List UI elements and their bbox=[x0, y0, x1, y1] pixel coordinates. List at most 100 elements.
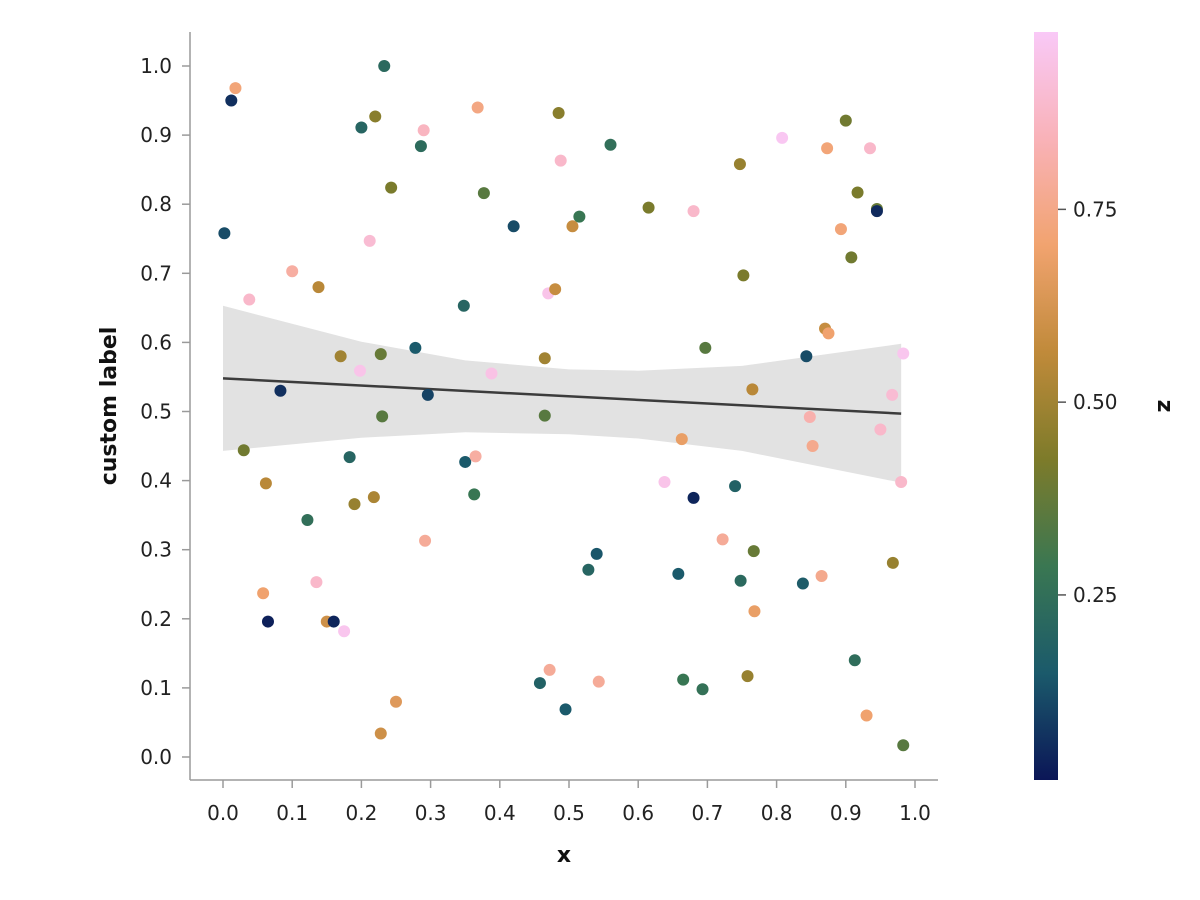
scatter-point bbox=[592, 675, 605, 688]
colorbar: 0.25 0.50 0.75 bbox=[1034, 32, 1118, 780]
y-tick-label: 0.4 bbox=[140, 469, 172, 493]
scatter-point bbox=[748, 605, 761, 618]
scatter-point bbox=[822, 327, 835, 340]
scatter-point bbox=[776, 131, 789, 144]
scatter-point bbox=[800, 350, 813, 363]
colorbar-bar bbox=[1034, 32, 1058, 780]
scatter-point bbox=[390, 695, 402, 708]
scatter-point bbox=[334, 350, 347, 363]
scatter-point bbox=[672, 567, 685, 580]
colorbar-title: z bbox=[1152, 400, 1177, 413]
y-tick-label: 0.2 bbox=[140, 607, 172, 631]
scatter-point bbox=[468, 488, 481, 501]
scatter-point bbox=[734, 574, 747, 587]
scatter-point bbox=[229, 82, 242, 95]
scatter-point bbox=[257, 587, 270, 600]
scatter-point bbox=[796, 577, 809, 590]
scatter-point bbox=[803, 411, 816, 424]
scatter-point bbox=[385, 181, 398, 194]
scatter-point bbox=[590, 547, 603, 560]
scatter-point bbox=[687, 491, 700, 504]
x-tick-label: 0.5 bbox=[553, 801, 585, 825]
scatter-point bbox=[897, 739, 910, 752]
scatter-point bbox=[677, 673, 690, 686]
scatter-point bbox=[687, 205, 700, 218]
y-tick-label: 0.8 bbox=[140, 192, 172, 216]
scatter-point bbox=[374, 348, 387, 361]
scatter-point bbox=[477, 187, 490, 200]
scatter-point bbox=[566, 220, 579, 233]
scatter-point bbox=[848, 654, 861, 667]
scatter-point bbox=[414, 140, 427, 153]
scatter-point bbox=[870, 205, 883, 218]
colorbar-tick-label: 0.50 bbox=[1073, 390, 1118, 414]
x-tick-label: 0.9 bbox=[830, 801, 862, 825]
x-tick-label: 0.4 bbox=[484, 801, 516, 825]
scatter-point bbox=[338, 625, 351, 638]
scatter-point bbox=[806, 440, 819, 453]
scatter-point bbox=[741, 670, 754, 683]
scatter-points-layer bbox=[218, 60, 910, 752]
scatter-point bbox=[310, 576, 323, 589]
scatter-point bbox=[237, 444, 250, 457]
scatter-point bbox=[301, 513, 314, 526]
y-tick-label: 0.6 bbox=[140, 330, 172, 354]
scatter-point bbox=[367, 491, 380, 504]
scatter-point bbox=[839, 114, 852, 127]
scatter-point bbox=[897, 347, 910, 360]
scatter-point bbox=[729, 480, 742, 493]
scatter-point bbox=[419, 534, 432, 547]
scatter-point bbox=[376, 410, 389, 423]
scatter-point bbox=[355, 121, 368, 134]
scatter-point bbox=[886, 556, 899, 569]
confidence-band bbox=[223, 305, 902, 483]
scatter-point bbox=[543, 663, 556, 676]
scatter-point bbox=[733, 158, 746, 171]
scatter-point bbox=[457, 299, 470, 312]
scatter-point bbox=[737, 269, 750, 282]
y-tick-label: 0.3 bbox=[140, 538, 172, 562]
y-tick-label: 0.9 bbox=[140, 123, 172, 147]
scatter-point bbox=[860, 709, 873, 722]
scatter-point bbox=[699, 341, 712, 354]
scatter-point bbox=[821, 142, 834, 155]
scatter-point bbox=[573, 210, 586, 223]
scatter-point bbox=[642, 201, 655, 214]
scatter-point bbox=[845, 251, 858, 264]
scatter-point bbox=[746, 383, 759, 396]
regression-line-layer bbox=[222, 377, 902, 415]
x-tick-label: 0.2 bbox=[345, 801, 377, 825]
scatter-point bbox=[225, 94, 238, 107]
scatter-point bbox=[507, 220, 520, 233]
scatter-point bbox=[286, 265, 299, 278]
scatter-point bbox=[417, 124, 430, 137]
x-tick-label: 0.8 bbox=[761, 801, 793, 825]
scatter-point bbox=[554, 154, 567, 167]
scatter-point bbox=[658, 475, 671, 488]
y-ticks: 0.0 0.1 0.2 0.3 0.4 0.5 0.6 0.7 0.8 0.9 1.0 bbox=[140, 54, 190, 769]
scatter-point bbox=[261, 615, 274, 628]
y-tick-label: 1.0 bbox=[140, 54, 172, 78]
scatter-point bbox=[243, 293, 256, 306]
y-axis-title: custom label bbox=[97, 327, 122, 486]
scatter-point bbox=[378, 60, 391, 72]
scatter-point bbox=[471, 101, 484, 114]
scatter-point bbox=[421, 388, 434, 401]
scatter-point bbox=[343, 451, 356, 464]
axes bbox=[189, 32, 938, 781]
y-tick-label: 0.7 bbox=[140, 261, 172, 285]
confidence-band-layer bbox=[223, 305, 902, 483]
x-tick-label: 0.0 bbox=[207, 801, 239, 825]
scatter-point bbox=[874, 423, 887, 436]
scatter-point bbox=[348, 498, 361, 511]
x-ticks: 0.0 0.1 0.2 0.3 0.4 0.5 0.6 0.7 0.8 0.9 1.0 bbox=[207, 780, 931, 825]
scatter-point bbox=[538, 409, 551, 422]
y-tick-label: 0.1 bbox=[140, 676, 172, 700]
scatter-point bbox=[274, 384, 287, 397]
scatter-point bbox=[716, 533, 729, 546]
regression-line bbox=[222, 377, 902, 415]
scatter-point bbox=[834, 223, 847, 236]
colorbar-tick-label: 0.75 bbox=[1073, 197, 1118, 221]
scatter-point bbox=[469, 450, 482, 463]
scatter-point bbox=[374, 727, 387, 740]
